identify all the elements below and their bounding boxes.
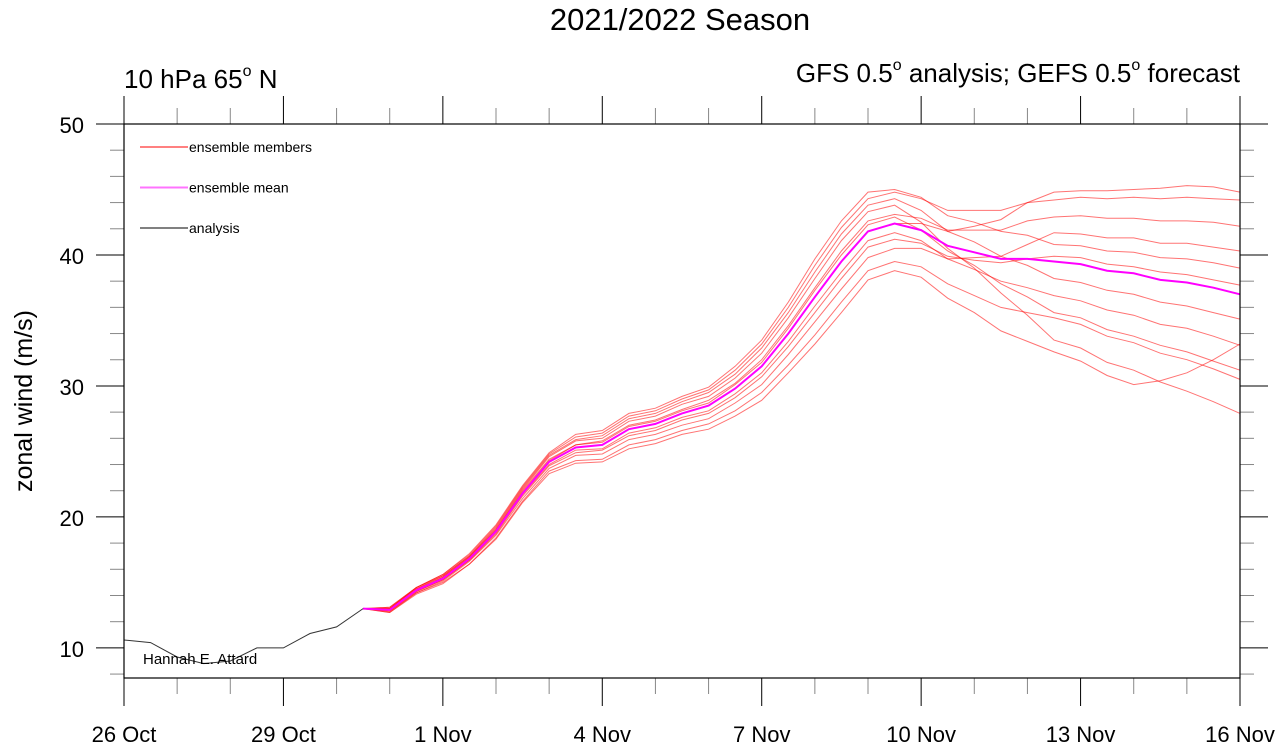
x-tick-label: 7 Nov: [733, 722, 790, 747]
plot-series: [123, 185, 1241, 665]
ensemble-member-line: [363, 188, 1241, 610]
ensemble-member-line: [363, 238, 1241, 612]
x-tick-label: 29 Oct: [251, 722, 316, 747]
right-subtitle: GFS 0.5o analysis; GEFS 0.5o forecast: [796, 57, 1241, 88]
x-tick-label: 10 Nov: [886, 722, 956, 747]
legend-label: ensemble members: [189, 139, 312, 155]
ensemble-member-line: [363, 204, 1241, 610]
x-tick-label: 4 Nov: [574, 722, 631, 747]
x-tick-label: 1 Nov: [414, 722, 471, 747]
ensemble-mean-line: [363, 222, 1241, 611]
y-tick-label: 30: [60, 375, 84, 400]
x-tick-label: 13 Nov: [1046, 722, 1116, 747]
analysis-line: [123, 608, 364, 665]
y-tick-label: 10: [60, 637, 84, 662]
ensemble-member-line: [363, 232, 1241, 611]
x-tick-label: 16 Nov: [1205, 722, 1275, 747]
y-tick-label: 50: [60, 113, 84, 138]
legend: ensemble members ensemble mean analysis: [140, 139, 312, 236]
author-credit: Hannah E. Attard: [143, 651, 257, 668]
y-axis-label: zonal wind (m/s): [10, 310, 38, 492]
ensemble-member-line: [363, 191, 1241, 610]
ensemble-member-line: [363, 213, 1241, 610]
ensemble-member-line: [363, 270, 1241, 614]
ensemble-member-line: [363, 260, 1241, 614]
legend-label: ensemble mean: [189, 180, 289, 196]
chart-title: 2021/2022 Season: [550, 2, 810, 37]
y-tick-label: 20: [60, 506, 84, 531]
ensemble-member-line: [363, 198, 1241, 610]
legend-label: analysis: [189, 220, 240, 236]
ensemble-member-line: [363, 232, 1241, 612]
plot-frame: [123, 123, 1241, 679]
ensemble-member-line: [363, 216, 1241, 611]
axis-ticks: 10 20 30 40 50 26 Oct 29 Oct 1 Nov 4 Nov 7 Nov 10 …: [60, 96, 1275, 747]
left-subtitle: 10 hPa 65o N: [124, 63, 277, 94]
y-tick-label: 40: [60, 244, 84, 269]
x-tick-label: 26 Oct: [92, 722, 157, 747]
ensemble-member-line: [363, 185, 1241, 611]
